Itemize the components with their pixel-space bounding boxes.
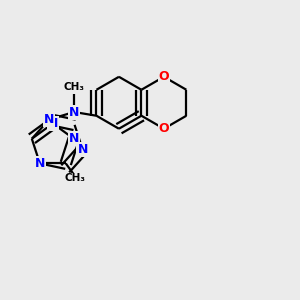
Text: N: N: [48, 117, 58, 130]
Text: O: O: [159, 70, 169, 83]
Text: CH₃: CH₃: [64, 82, 85, 92]
Text: CH₃: CH₃: [64, 173, 86, 183]
Text: N: N: [69, 132, 79, 145]
Text: N: N: [77, 143, 88, 156]
Text: O: O: [159, 122, 169, 135]
Text: N: N: [69, 106, 79, 118]
Text: N: N: [44, 113, 54, 126]
Text: N: N: [35, 157, 45, 170]
